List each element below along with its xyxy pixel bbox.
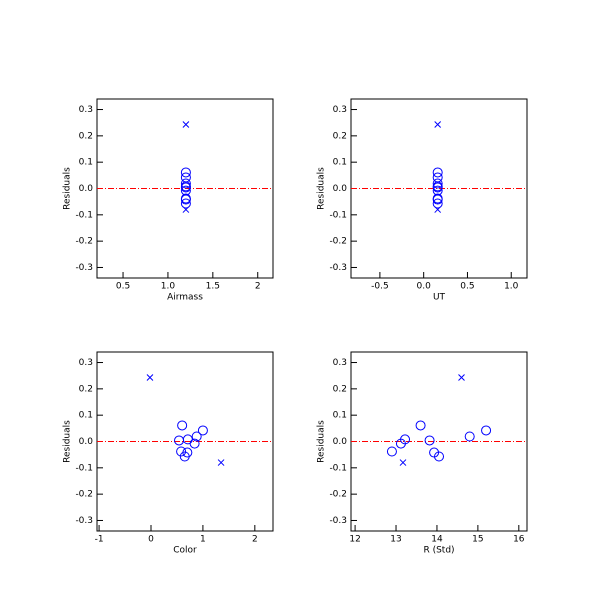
data-point [434, 451, 444, 462]
data-point [197, 425, 208, 436]
panel: -0.3 -0.2 -0.1 0.0 0.1 0.2 0.3 0.5 1.0 1.5 2 Airmas… [63, 98, 274, 303]
x-tick-label: 1.5 [206, 282, 220, 292]
data-point [180, 194, 191, 205]
x-tick-label: 13 [390, 535, 401, 545]
panel: -0.3 -0.2 -0.1 0.0 0.1 0.2 0.3 -0.5 0.0 0.5 1.0 UT R… [317, 98, 528, 303]
data-point [182, 121, 190, 128]
data-point [182, 434, 193, 445]
x-tick-label: 14 [431, 535, 443, 545]
data-point [432, 178, 443, 189]
x-tick-label: -0.5 [371, 282, 389, 292]
x-tick-label: 12 [349, 535, 360, 545]
x-tick-label: -1 [95, 535, 104, 545]
data-point [386, 446, 397, 457]
x-tick-label: 1.0 [161, 282, 176, 292]
y-tick-label: 0.3 [79, 105, 93, 115]
y-tick-label: 0.3 [79, 358, 93, 368]
y-tick-label: 0.2 [333, 384, 347, 394]
data-point [415, 420, 426, 431]
data-point [395, 438, 406, 449]
data-point [189, 438, 200, 449]
data-point [191, 431, 202, 442]
y-axis-label: Residuals [317, 167, 327, 210]
y-tick-label: -0.3 [329, 516, 347, 526]
data-point [180, 198, 191, 209]
panel: -0.3 -0.2 -0.1 0.0 0.1 0.2 0.3 -1 0 1 2 Color Residu… [63, 351, 274, 556]
y-axis-label: Residuals [63, 167, 73, 210]
y-tick-label: 0.3 [333, 105, 347, 115]
x-axis-label: Airmass [167, 293, 203, 303]
x-tick-label: 1 [200, 535, 206, 545]
data-point [432, 194, 443, 205]
data-point [177, 420, 188, 431]
x-tick-label: 1.0 [504, 282, 519, 292]
y-tick-label: -0.2 [75, 490, 93, 500]
data-point [424, 435, 435, 446]
data-point [464, 431, 475, 442]
data-point [176, 446, 187, 457]
y-tick-label: 0.0 [79, 437, 94, 447]
data-point [399, 459, 407, 466]
y-tick-label: 0.1 [79, 411, 93, 421]
y-tick-label: 0.1 [333, 158, 347, 168]
data-point [217, 459, 225, 466]
data-point [434, 206, 442, 213]
y-tick-label: 0.1 [79, 158, 93, 168]
y-tick-label: 0.2 [79, 384, 93, 394]
y-tick-label: -0.3 [75, 263, 93, 273]
y-tick-label: -0.2 [75, 237, 93, 247]
y-tick-label: 0.1 [333, 411, 347, 421]
x-tick-label: 0.5 [116, 282, 130, 292]
y-tick-label: 0.0 [333, 437, 348, 447]
data-point [432, 167, 443, 178]
data-point [432, 198, 443, 209]
x-axis-label: UT [433, 293, 446, 303]
data-point [179, 451, 190, 462]
x-tick-label: 2 [255, 282, 261, 292]
data-point [182, 206, 190, 213]
data-point [174, 435, 185, 446]
data-point [458, 374, 465, 381]
data-point [180, 178, 191, 189]
y-tick-label: -0.3 [329, 263, 347, 273]
data-point [180, 182, 191, 193]
y-tick-label: -0.1 [75, 463, 93, 473]
x-tick-label: 16 [513, 535, 525, 545]
x-tick-label: 0 [148, 535, 154, 545]
x-tick-label: 0.5 [460, 282, 474, 292]
y-tick-label: 0.2 [333, 131, 347, 141]
x-tick-label: 15 [472, 535, 483, 545]
y-tick-label: -0.2 [329, 237, 347, 247]
data-point [146, 374, 154, 381]
panel: -0.3 -0.2 -0.1 0.0 0.1 0.2 0.3 12 13 14 15 16 R (Std… [317, 351, 528, 556]
data-point [180, 167, 191, 178]
data-point [434, 121, 442, 128]
x-tick-label: 0.0 [417, 282, 432, 292]
y-tick-label: -0.2 [329, 490, 347, 500]
x-axis-label: R (Std) [423, 546, 454, 556]
x-tick-label: 2 [252, 535, 258, 545]
y-tick-label: 0.0 [333, 184, 348, 194]
y-axis-label: Residuals [317, 420, 327, 463]
x-axis-label: Color [173, 546, 197, 556]
y-tick-label: 0.3 [333, 358, 347, 368]
y-tick-label: -0.1 [329, 210, 347, 220]
y-tick-label: 0.0 [79, 184, 94, 194]
data-point [432, 182, 443, 193]
data-point [481, 425, 492, 436]
y-tick-label: 0.2 [79, 131, 93, 141]
y-tick-label: -0.3 [75, 516, 93, 526]
y-tick-label: -0.1 [329, 463, 347, 473]
y-axis-label: Residuals [63, 420, 73, 463]
y-tick-label: -0.1 [75, 210, 93, 220]
